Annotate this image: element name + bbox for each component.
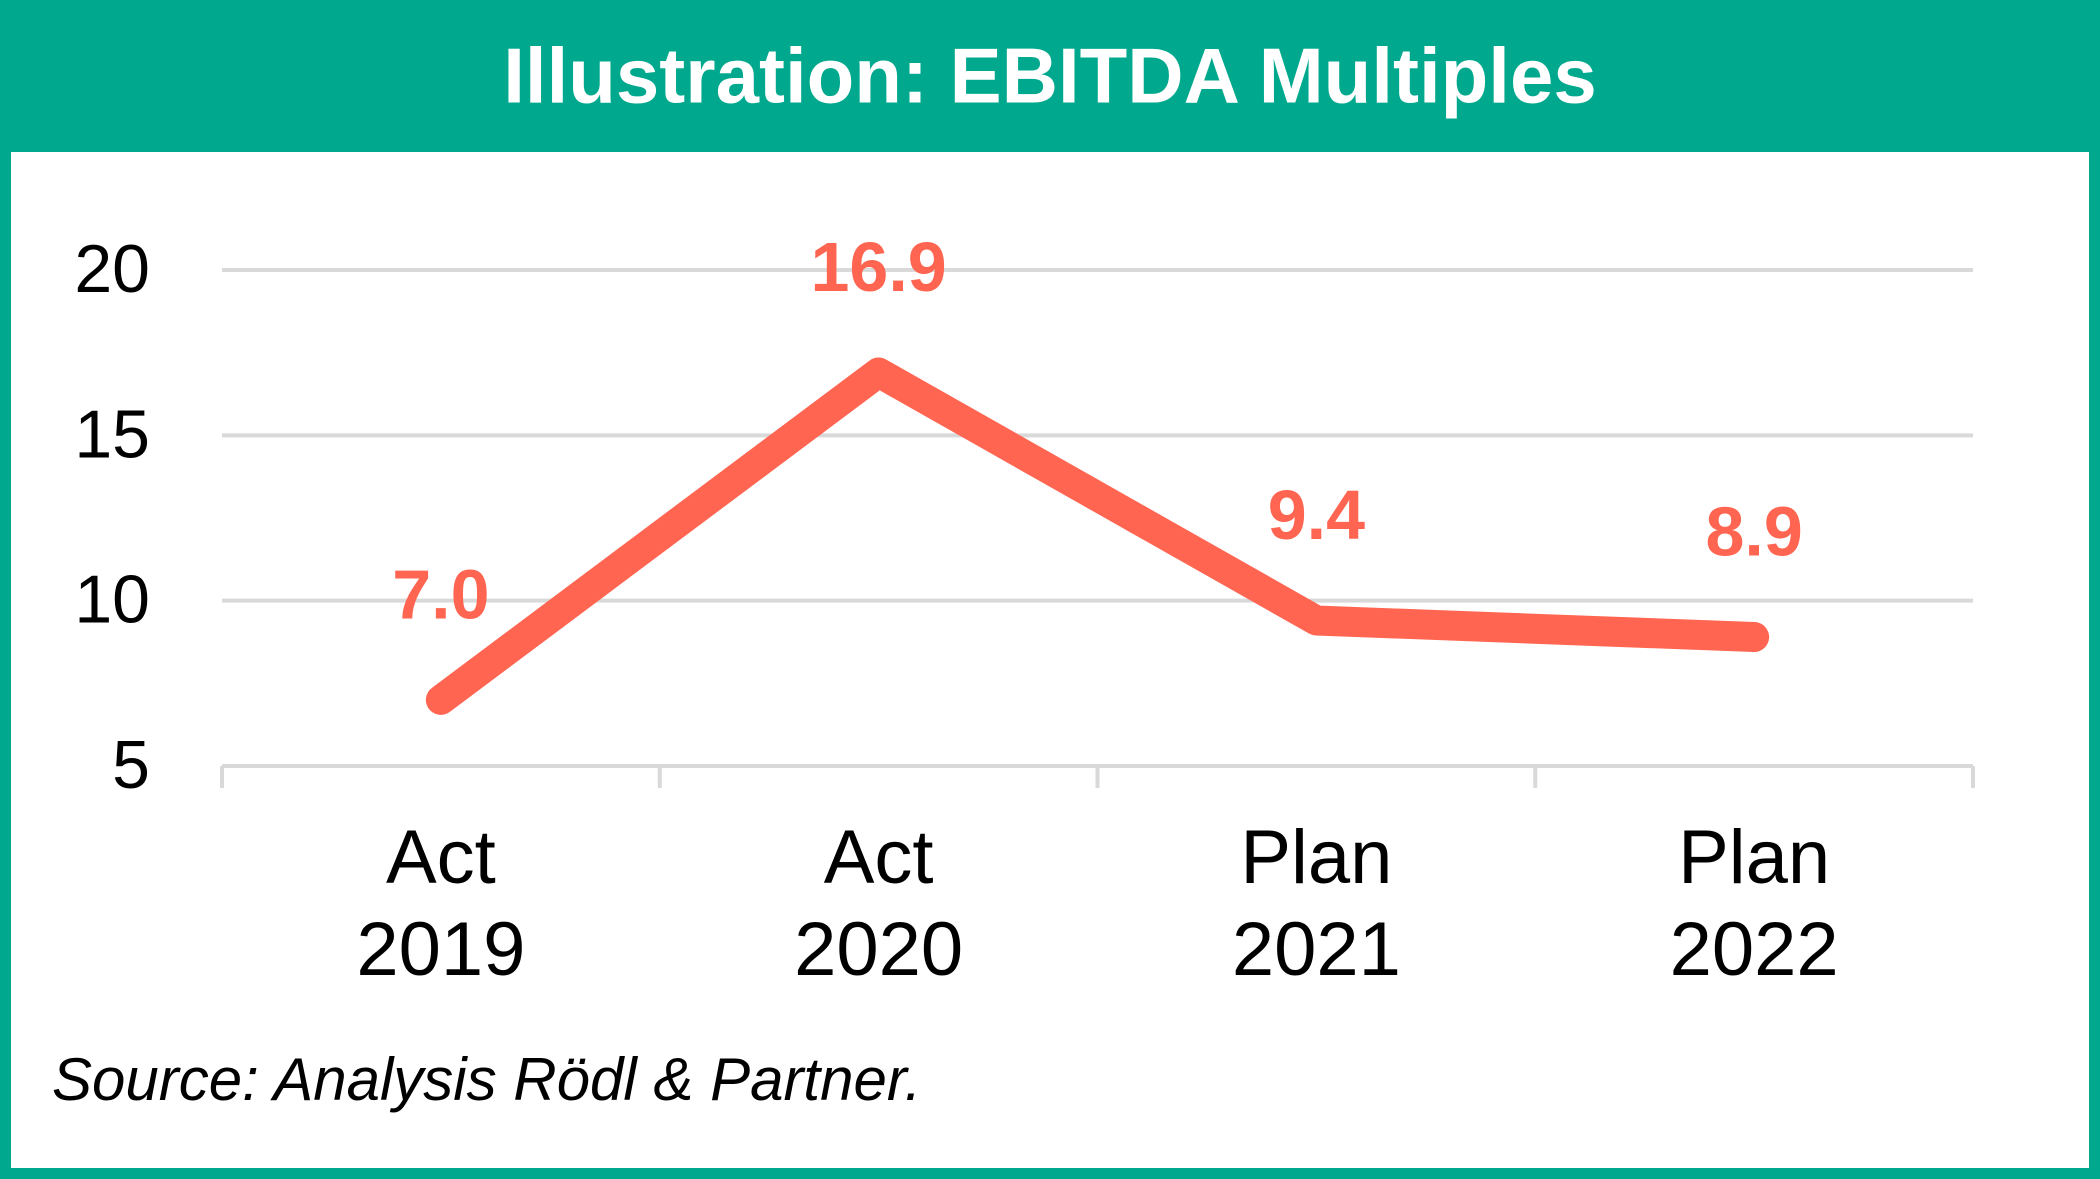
x-tick-label: Act 2019 xyxy=(356,815,525,992)
y-tick-label: 5 xyxy=(112,727,150,803)
x-tick-label-line: 2020 xyxy=(794,907,963,992)
y-tick-label: 20 xyxy=(74,231,150,307)
x-tick-label-line: Act xyxy=(824,815,934,900)
x-tick-label: Plan 2021 xyxy=(1232,815,1401,992)
y-tick-label: 10 xyxy=(74,562,150,638)
x-tick-label-line: 2019 xyxy=(356,907,525,992)
x-tick-label: Plan 2022 xyxy=(1670,815,1839,992)
data-line xyxy=(425,357,1770,715)
data-label: 9.4 xyxy=(1268,476,1365,554)
x-tick-label-line: Act xyxy=(386,815,496,900)
x-tick-label-line: 2021 xyxy=(1232,907,1401,992)
data-label: 7.0 xyxy=(392,555,489,633)
header-band xyxy=(0,0,2100,152)
source-note: Source: Analysis Rödl & Partner. xyxy=(52,1046,921,1113)
x-tick-label: Act 2020 xyxy=(794,815,963,992)
x-tick-label-line: Plan xyxy=(1678,815,1830,900)
x-tick-label-line: 2022 xyxy=(1670,907,1839,992)
x-tick-label-line: Plan xyxy=(1240,815,1392,900)
chart-title: Illustration: EBITDA Multiples xyxy=(503,32,1596,120)
data-label: 8.9 xyxy=(1705,493,1802,571)
y-tick-label: 15 xyxy=(74,396,150,472)
data-label: 16.9 xyxy=(811,228,947,306)
